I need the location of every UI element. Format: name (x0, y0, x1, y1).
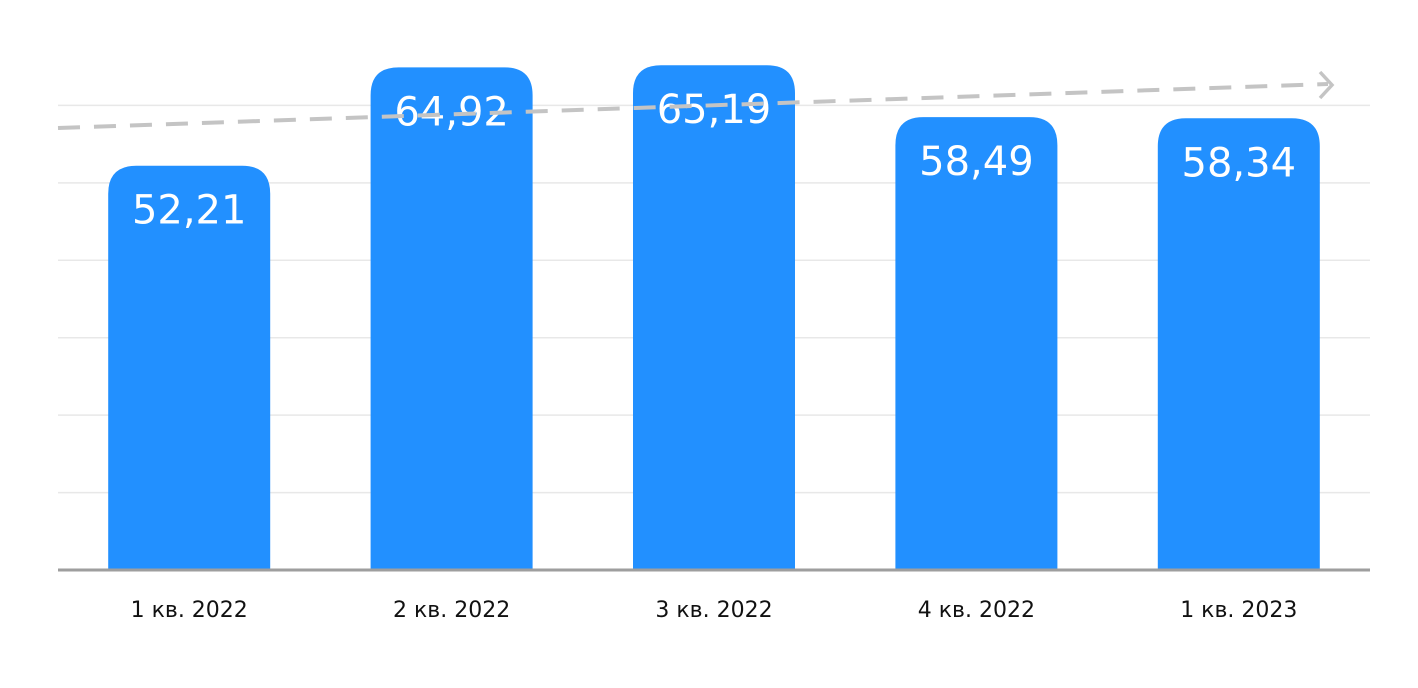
x-tick-label: 4 кв. 2022 (918, 598, 1035, 623)
bar (370, 67, 533, 571)
trend-arrow (57, 70, 1335, 130)
value-label: 58,34 (1182, 140, 1297, 186)
trend-arrowhead (1318, 70, 1335, 100)
x-tick-label: 3 кв. 2022 (655, 598, 772, 623)
bar (108, 165, 271, 570)
trend-line (57, 82, 1329, 130)
x-tick-label: 2 кв. 2022 (393, 598, 510, 623)
value-label: 58,49 (919, 139, 1034, 185)
value-label: 52,21 (132, 188, 247, 234)
x-tick-label: 1 кв. 2022 (131, 598, 248, 623)
value-label: 65,19 (657, 87, 772, 133)
bar (633, 65, 795, 571)
x-tick-label: 1 кв. 2023 (1180, 598, 1297, 623)
bar (1157, 118, 1320, 571)
bar (895, 117, 1058, 570)
